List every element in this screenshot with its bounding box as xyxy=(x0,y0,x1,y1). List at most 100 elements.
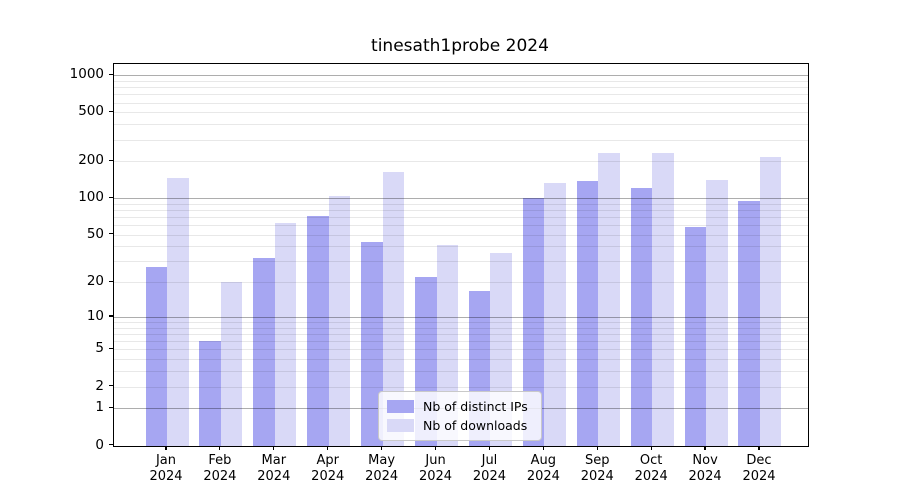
x-tick-mark-jan xyxy=(165,445,167,450)
minor-gridline-20 xyxy=(114,282,808,284)
bar-nb-of-distinct-ips-apr xyxy=(307,216,329,446)
major-gridline-1000 xyxy=(114,75,808,77)
bar-nb-of-downloads-nov xyxy=(706,180,728,446)
bar-nb-of-downloads-sep xyxy=(598,153,620,446)
minor-gridline-900 xyxy=(114,80,808,82)
bar-nb-of-distinct-ips-aug xyxy=(522,198,545,446)
y-tick-mark-50 xyxy=(109,233,113,235)
x-tick-label-sep: Sep 2024 xyxy=(580,452,614,484)
minor-gridline-700 xyxy=(114,94,808,96)
legend-label-distinct-ips: Nb of distinct IPs xyxy=(423,399,528,414)
legend-entry-downloads: Nb of downloads xyxy=(387,416,532,435)
legend-entry-distinct-ips: Nb of distinct IPs xyxy=(387,397,532,416)
legend-swatch-downloads xyxy=(387,419,414,432)
y-tick-label-1000: 1000 xyxy=(69,66,104,83)
y-tick-mark-1000 xyxy=(109,73,113,75)
legend-swatch-distinct-ips xyxy=(387,400,414,413)
y-tick-label-5: 5 xyxy=(95,340,104,357)
major-gridline-100 xyxy=(114,198,808,200)
minor-gridline-80 xyxy=(114,209,808,211)
bar-nb-of-downloads-feb xyxy=(220,282,243,446)
bar-nb-of-downloads-may xyxy=(382,171,405,446)
y-tick-label-10: 10 xyxy=(86,307,104,324)
y-tick-label-20: 20 xyxy=(86,273,104,290)
y-tick-mark-500 xyxy=(109,110,113,112)
x-tick-mark-feb xyxy=(219,445,221,450)
legend: Nb of distinct IPs Nb of downloads xyxy=(378,391,542,441)
minor-gridline-7 xyxy=(114,334,808,336)
x-tick-label-dec: Dec 2024 xyxy=(742,452,776,484)
y-tick-mark-0 xyxy=(109,443,113,446)
bar-nb-of-downloads-apr xyxy=(328,195,351,446)
y-tick-label-2: 2 xyxy=(95,377,104,394)
y-tick-label-0: 0 xyxy=(95,436,104,453)
y-tick-label-50: 50 xyxy=(86,225,104,242)
y-tick-mark-10 xyxy=(109,315,113,317)
bar-nb-of-distinct-ips-mar xyxy=(253,258,275,446)
x-tick-mark-aug xyxy=(542,445,544,450)
minor-gridline-300 xyxy=(114,139,808,141)
minor-gridline-9 xyxy=(114,322,808,324)
bar-nb-of-downloads-dec xyxy=(759,157,782,446)
plot-area xyxy=(113,63,809,447)
x-tick-label-aug: Aug 2024 xyxy=(526,452,560,484)
x-tick-mark-sep xyxy=(596,445,598,450)
x-tick-label-mar: Mar 2024 xyxy=(257,452,291,484)
minor-gridline-4 xyxy=(114,359,808,361)
x-tick-mark-dec xyxy=(758,445,760,450)
x-tick-mark-jun xyxy=(434,445,437,450)
y-tick-label-1: 1 xyxy=(95,399,104,416)
minor-gridline-50 xyxy=(114,234,808,236)
x-tick-label-oct: Oct 2024 xyxy=(634,452,668,484)
chart-title: tinesath1probe 2024 xyxy=(371,36,549,56)
grid-layer xyxy=(114,64,808,446)
x-tick-label-jul: Jul 2024 xyxy=(472,452,506,484)
y-tick-label-500: 500 xyxy=(78,103,104,120)
bar-nb-of-distinct-ips-oct xyxy=(630,188,653,446)
y-tick-mark-2 xyxy=(109,385,113,387)
minor-gridline-800 xyxy=(114,87,808,89)
minor-gridline-6 xyxy=(114,341,808,343)
minor-gridline-500 xyxy=(114,112,808,114)
x-tick-label-feb: Feb 2024 xyxy=(203,452,237,484)
x-tick-mark-may xyxy=(381,445,383,450)
minor-gridline-2 xyxy=(114,386,808,388)
bar-nb-of-downloads-aug xyxy=(544,183,566,446)
minor-gridline-90 xyxy=(114,203,808,205)
minor-gridline-40 xyxy=(114,246,808,248)
bar-nb-of-distinct-ips-dec xyxy=(738,200,760,446)
minor-gridline-70 xyxy=(114,217,808,219)
bar-nb-of-distinct-ips-jan xyxy=(145,266,167,446)
minor-gridline-8 xyxy=(114,327,808,329)
y-tick-label-200: 200 xyxy=(78,152,104,169)
y-tick-mark-5 xyxy=(109,347,113,350)
x-tick-label-jan: Jan 2024 xyxy=(149,452,183,484)
minor-gridline-60 xyxy=(114,225,808,227)
minor-gridline-600 xyxy=(114,102,808,104)
x-tick-mark-jul xyxy=(488,445,491,450)
bar-nb-of-downloads-mar xyxy=(274,222,297,446)
x-tick-label-jun: Jun 2024 xyxy=(418,452,453,484)
y-tick-mark-1 xyxy=(109,406,113,408)
bar-nb-of-distinct-ips-sep xyxy=(576,181,599,446)
bar-nb-of-distinct-ips-nov xyxy=(684,226,707,446)
y-tick-mark-200 xyxy=(109,159,113,161)
x-tick-mark-mar xyxy=(273,445,275,450)
x-tick-label-nov: Nov 2024 xyxy=(688,452,722,484)
x-tick-label-apr: Apr 2024 xyxy=(311,452,345,484)
y-tick-mark-20 xyxy=(109,280,113,282)
y-tick-label-100: 100 xyxy=(78,189,104,206)
bar-nb-of-distinct-ips-feb xyxy=(199,341,221,446)
minor-gridline-30 xyxy=(114,261,808,263)
minor-gridline-200 xyxy=(114,161,808,163)
bar-nb-of-distinct-ips-may xyxy=(361,241,383,446)
bar-nb-of-downloads-oct xyxy=(652,153,674,446)
bar-nb-of-downloads-jan xyxy=(167,178,189,446)
minor-gridline-400 xyxy=(114,124,808,126)
legend-label-downloads: Nb of downloads xyxy=(423,418,528,433)
major-gridline-10 xyxy=(114,316,808,318)
x-tick-label-may: May 2024 xyxy=(365,452,399,484)
minor-gridline-3 xyxy=(114,371,808,373)
x-tick-mark-apr xyxy=(327,445,329,450)
